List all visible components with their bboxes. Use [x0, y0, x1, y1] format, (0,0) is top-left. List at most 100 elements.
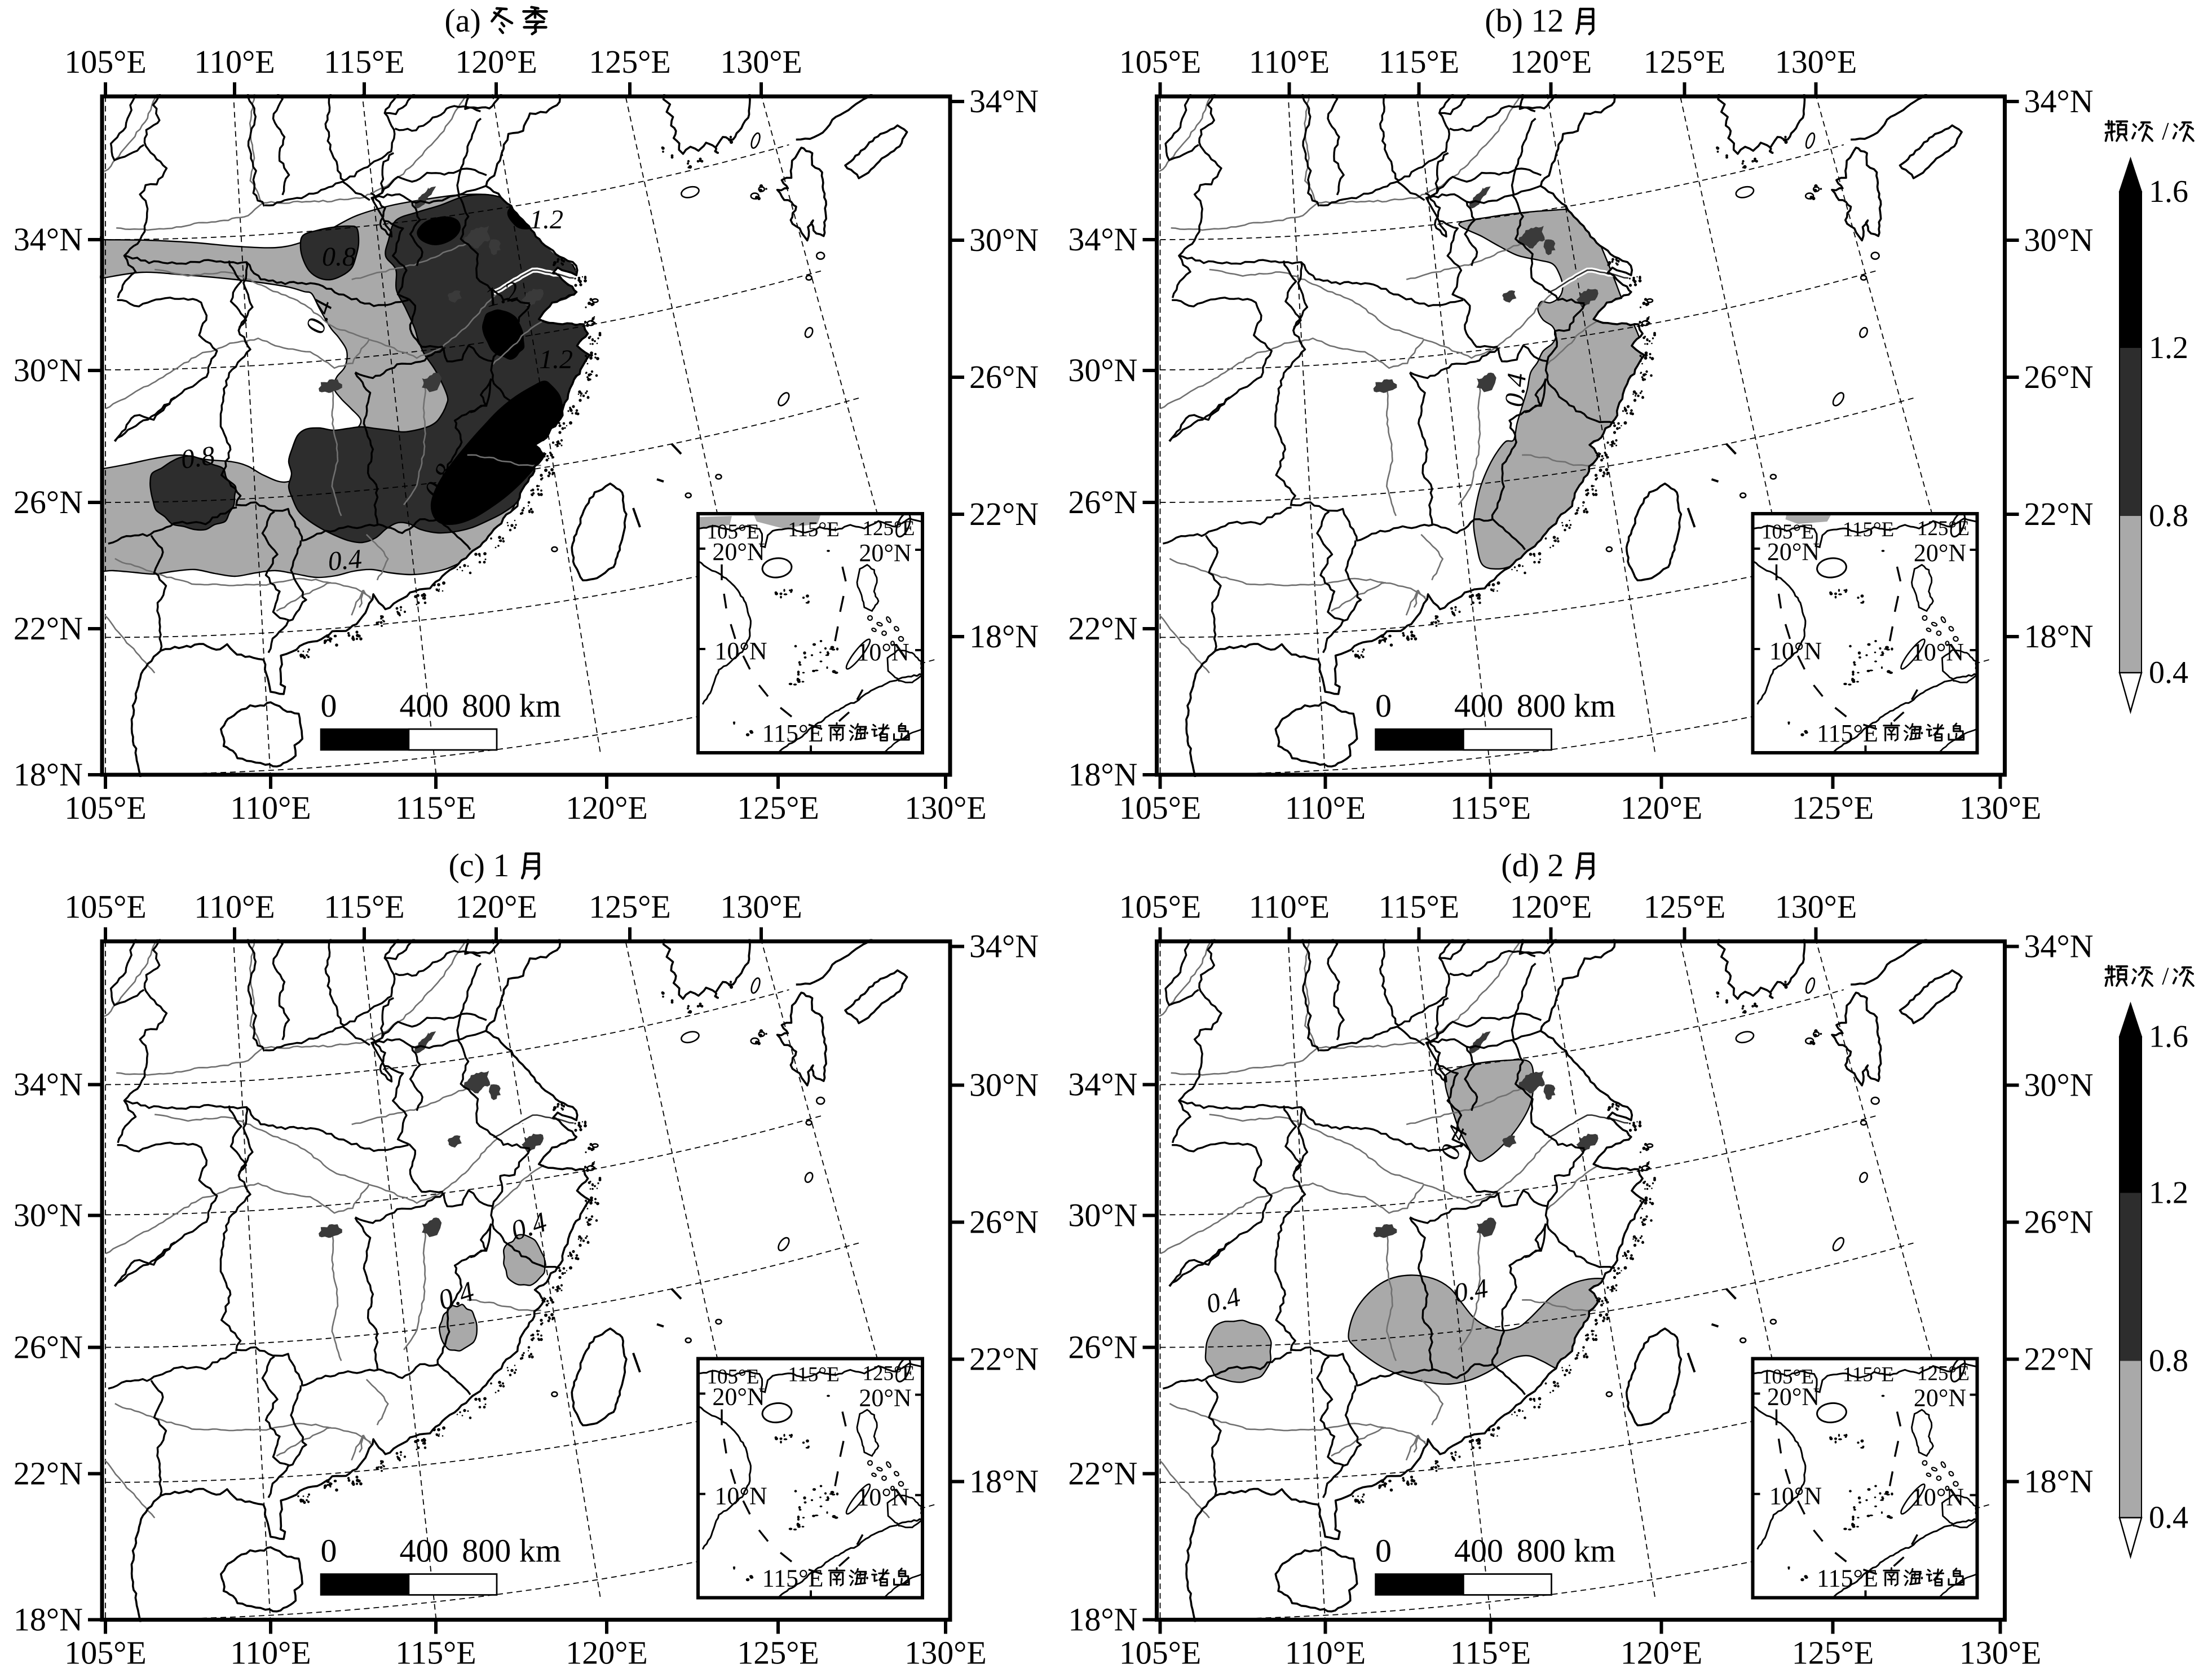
svg-text:26°N: 26°N	[14, 1329, 83, 1366]
svg-text:400: 400	[400, 687, 449, 724]
svg-text:20°N: 20°N	[1914, 539, 1966, 567]
svg-text:400: 400	[400, 1533, 449, 1569]
svg-text:115°E: 115°E	[395, 1635, 476, 1671]
svg-text:0.8: 0.8	[322, 242, 356, 272]
svg-text:1.2: 1.2	[2149, 330, 2188, 365]
svg-text:10°N: 10°N	[1769, 1482, 1822, 1510]
svg-text:125°E: 125°E	[1792, 1635, 1874, 1671]
svg-text:0.4: 0.4	[2149, 655, 2188, 690]
svg-text:30°N: 30°N	[14, 352, 83, 389]
svg-text:20°N: 20°N	[859, 539, 911, 567]
svg-text:110°E: 110°E	[230, 789, 311, 826]
svg-text:34°N: 34°N	[1068, 221, 1137, 258]
svg-text:110°E: 110°E	[1285, 1635, 1366, 1671]
svg-text:105°E: 105°E	[1119, 889, 1202, 925]
svg-text:30°N: 30°N	[969, 222, 1039, 258]
svg-text:105°E: 105°E	[64, 1635, 147, 1671]
svg-text:125°E: 125°E	[1917, 517, 1970, 540]
svg-text:10°N: 10°N	[856, 1484, 909, 1511]
svg-text:22°N: 22°N	[2024, 496, 2094, 532]
svg-text:115°E: 115°E	[1379, 43, 1459, 80]
svg-text:10°N: 10°N	[1769, 637, 1822, 665]
svg-text:0.4: 0.4	[1499, 372, 1532, 408]
svg-text:120°E: 120°E	[455, 43, 537, 80]
svg-text:130°E: 130°E	[1959, 1635, 2042, 1671]
svg-text:105°E: 105°E	[1761, 520, 1814, 544]
svg-text:130°E: 130°E	[720, 889, 802, 925]
svg-text:22°N: 22°N	[14, 610, 83, 647]
svg-text:34°N: 34°N	[2024, 83, 2094, 120]
svg-text:34°N: 34°N	[14, 221, 83, 258]
svg-text:0.4: 0.4	[1452, 1273, 1490, 1309]
svg-text:125°E: 125°E	[737, 789, 819, 826]
svg-text:115°E: 115°E	[1843, 1363, 1895, 1387]
svg-text:0.4: 0.4	[326, 544, 363, 577]
svg-text:30°N: 30°N	[969, 1067, 1039, 1103]
svg-text:110°E: 110°E	[1285, 789, 1366, 826]
svg-text:800 km: 800 km	[1517, 687, 1616, 724]
svg-text:130°E: 130°E	[904, 789, 987, 826]
svg-text:800 km: 800 km	[462, 687, 561, 724]
svg-text:18°N: 18°N	[2024, 1463, 2094, 1500]
svg-text:120°E: 120°E	[1621, 789, 1703, 826]
svg-text:10°N: 10°N	[1911, 638, 1964, 666]
svg-text:0: 0	[1375, 687, 1392, 724]
svg-text:105°E: 105°E	[1119, 43, 1202, 80]
svg-text:105°E: 105°E	[64, 889, 147, 925]
svg-text:20°N: 20°N	[1914, 1384, 1966, 1412]
svg-text:120°E: 120°E	[566, 1635, 648, 1671]
svg-text:105°E: 105°E	[707, 1366, 760, 1389]
svg-text:115°E: 115°E	[395, 789, 476, 826]
svg-text:115°E: 115°E	[788, 1363, 840, 1387]
svg-text:26°N: 26°N	[2024, 359, 2094, 395]
svg-text:18°N: 18°N	[1068, 756, 1137, 793]
svg-text:(b) 12: (b) 12	[1485, 2, 1564, 39]
svg-text:22°N: 22°N	[1068, 1455, 1137, 1492]
svg-text:20°N: 20°N	[712, 538, 765, 566]
svg-text:26°N: 26°N	[1068, 484, 1137, 520]
svg-text:18°N: 18°N	[14, 1601, 83, 1638]
svg-text:/: /	[2162, 117, 2169, 145]
svg-text:34°N: 34°N	[969, 83, 1039, 120]
svg-text:34°N: 34°N	[1068, 1066, 1137, 1103]
svg-text:(c) 1: (c) 1	[449, 847, 510, 884]
svg-text:18°N: 18°N	[1068, 1601, 1137, 1638]
svg-text:34°N: 34°N	[14, 1066, 83, 1103]
svg-text:20°N: 20°N	[1767, 538, 1820, 566]
svg-text:0: 0	[321, 1533, 337, 1569]
svg-text:26°N: 26°N	[2024, 1204, 2094, 1241]
svg-text:110°E: 110°E	[194, 43, 275, 80]
svg-text:130°E: 130°E	[904, 1635, 987, 1671]
svg-text:18°N: 18°N	[14, 756, 83, 793]
svg-text:800 km: 800 km	[1517, 1533, 1616, 1569]
svg-text:30°N: 30°N	[2024, 1067, 2094, 1103]
svg-text:120°E: 120°E	[1621, 1635, 1703, 1671]
svg-text:115°E: 115°E	[1450, 789, 1531, 826]
svg-text:105°E: 105°E	[64, 43, 147, 80]
svg-text:125°E: 125°E	[589, 889, 671, 925]
svg-text:115°E: 115°E	[1817, 1565, 1878, 1592]
svg-text:0.8: 0.8	[179, 440, 217, 475]
svg-text:125°E: 125°E	[863, 517, 915, 540]
svg-text:20°N: 20°N	[859, 1384, 911, 1412]
svg-text:120°E: 120°E	[455, 889, 537, 925]
svg-text:105°E: 105°E	[1119, 789, 1202, 826]
svg-text:(d) 2: (d) 2	[1501, 847, 1564, 884]
svg-text:125°E: 125°E	[1644, 889, 1726, 925]
svg-text:125°E: 125°E	[1644, 43, 1726, 80]
svg-text:130°E: 130°E	[1775, 43, 1857, 80]
svg-text:30°N: 30°N	[14, 1197, 83, 1234]
svg-text:115°E: 115°E	[762, 719, 824, 747]
svg-text:1.2: 1.2	[529, 205, 563, 235]
svg-text:0: 0	[1375, 1533, 1392, 1569]
svg-text:34°N: 34°N	[2024, 928, 2094, 965]
svg-text:1.2: 1.2	[2149, 1176, 2188, 1211]
svg-text:18°N: 18°N	[2024, 618, 2094, 655]
svg-text:10°N: 10°N	[714, 637, 767, 665]
svg-text:22°N: 22°N	[14, 1455, 83, 1492]
svg-text:110°E: 110°E	[230, 1635, 311, 1671]
svg-text:18°N: 18°N	[969, 1463, 1039, 1500]
svg-text:/: /	[2162, 963, 2169, 990]
svg-text:26°N: 26°N	[1068, 1329, 1137, 1366]
svg-text:115°E: 115°E	[762, 1565, 824, 1592]
